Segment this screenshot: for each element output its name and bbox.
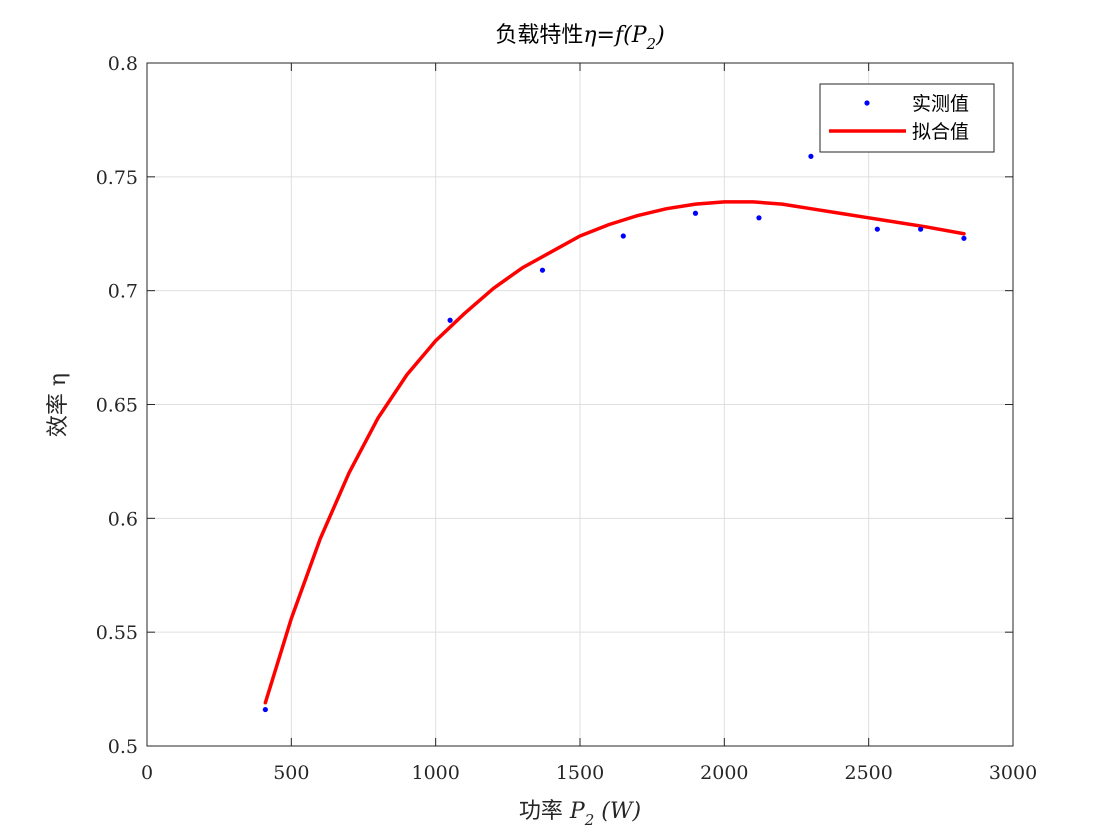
y-tick-label: 0.7	[108, 281, 138, 303]
grid	[147, 63, 1013, 746]
y-tick-label: 0.55	[96, 622, 138, 644]
legend: 实测值 拟合值	[820, 84, 994, 152]
legend-label-measured: 实测值	[912, 93, 969, 115]
x-tick-label: 2000	[700, 762, 748, 784]
measured-point	[961, 236, 966, 241]
measured-point	[918, 227, 923, 232]
measured-point	[808, 154, 813, 159]
measured-point	[756, 215, 761, 220]
measured-point	[263, 707, 268, 712]
x-tick-label: 0	[141, 762, 153, 784]
x-axis-title: 功率 P2 (W)	[519, 799, 641, 829]
y-tick-label: 0.75	[96, 167, 138, 189]
tick-labels: 0 500 1000 1500 2000 2500 3000 0.5 0.55 0.6 0.65 0.…	[96, 53, 1037, 784]
y-tick-label: 0.5	[108, 736, 138, 758]
x-tick-label: 2500	[844, 762, 892, 784]
y-axis-title: 效率 η	[46, 373, 71, 437]
x-tick-label: 3000	[989, 762, 1037, 784]
x-tick-label: 1500	[556, 762, 604, 784]
x-tick-label: 500	[273, 762, 309, 784]
x-tick-label: 1000	[411, 762, 459, 784]
series-layer	[263, 154, 967, 712]
measured-point	[693, 211, 698, 216]
y-tick-label: 0.6	[108, 508, 138, 530]
y-tick-label: 0.65	[96, 395, 138, 417]
measured-point	[448, 318, 453, 323]
fitted-curve	[265, 202, 964, 703]
measured-point	[621, 233, 626, 238]
measured-point	[875, 227, 880, 232]
y-tick-label: 0.8	[108, 53, 138, 75]
legend-marker-measured	[864, 100, 869, 105]
chart-title: 负载特性η=f(P2)	[495, 23, 664, 53]
legend-label-fitted: 拟合值	[912, 121, 969, 143]
measured-point	[540, 268, 545, 273]
